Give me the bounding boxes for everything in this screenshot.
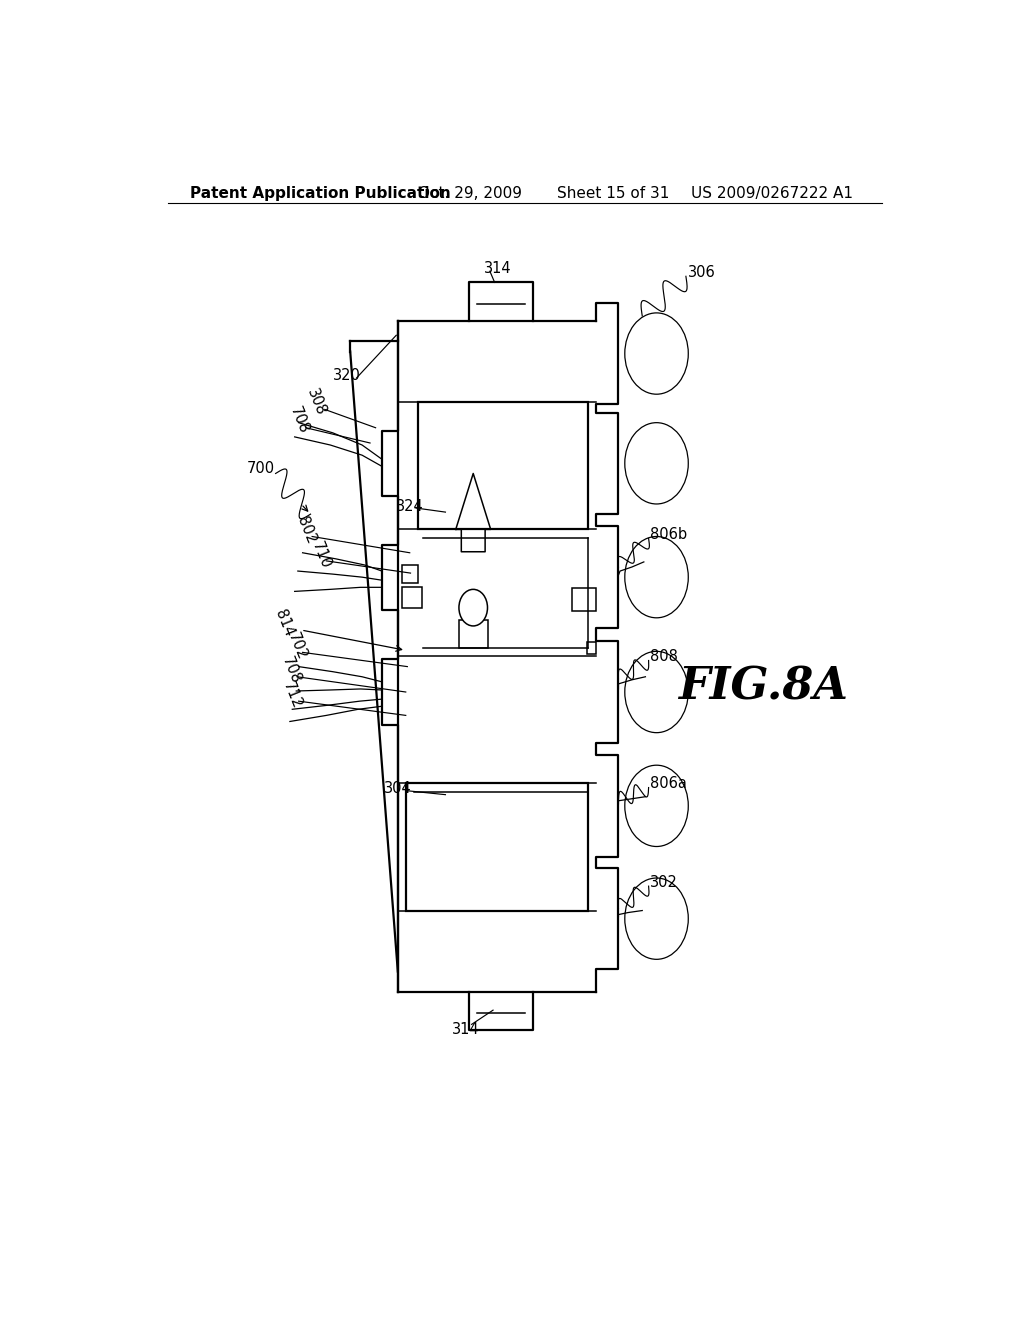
Text: FIG.8A: FIG.8A <box>678 665 848 709</box>
Text: 710: 710 <box>309 539 334 570</box>
Circle shape <box>625 651 688 733</box>
Text: 314: 314 <box>483 260 511 276</box>
Text: 308: 308 <box>304 387 329 418</box>
Text: 304: 304 <box>384 781 412 796</box>
Text: 306: 306 <box>687 265 715 280</box>
Circle shape <box>625 536 688 618</box>
Text: Sheet 15 of 31: Sheet 15 of 31 <box>557 186 669 202</box>
Bar <box>459 620 487 648</box>
Circle shape <box>625 422 688 504</box>
Text: 708: 708 <box>287 405 311 437</box>
Text: 700: 700 <box>247 461 275 477</box>
Text: Patent Application Publication: Patent Application Publication <box>189 186 451 202</box>
Text: 806b: 806b <box>650 527 687 543</box>
Text: 320: 320 <box>333 368 360 383</box>
Text: 814: 814 <box>272 607 297 639</box>
Circle shape <box>625 313 688 395</box>
Text: 302: 302 <box>650 875 678 890</box>
Bar <box>406 784 588 911</box>
Text: Oct. 29, 2009: Oct. 29, 2009 <box>418 186 521 202</box>
Bar <box>572 589 596 611</box>
Bar <box>587 643 596 655</box>
Text: 314: 314 <box>452 1022 479 1038</box>
Text: 702: 702 <box>285 631 309 663</box>
Text: 712: 712 <box>281 680 305 711</box>
Circle shape <box>625 878 688 960</box>
Bar <box>401 587 422 607</box>
Bar <box>401 565 418 583</box>
Text: 808: 808 <box>650 649 678 664</box>
Bar <box>418 403 588 529</box>
Circle shape <box>625 766 688 846</box>
Text: 708: 708 <box>279 655 303 686</box>
Text: US 2009/0267222 A1: US 2009/0267222 A1 <box>691 186 853 202</box>
Text: 324: 324 <box>396 499 424 513</box>
Text: 806a: 806a <box>650 776 687 791</box>
Text: 802: 802 <box>295 515 319 546</box>
Circle shape <box>459 589 487 626</box>
